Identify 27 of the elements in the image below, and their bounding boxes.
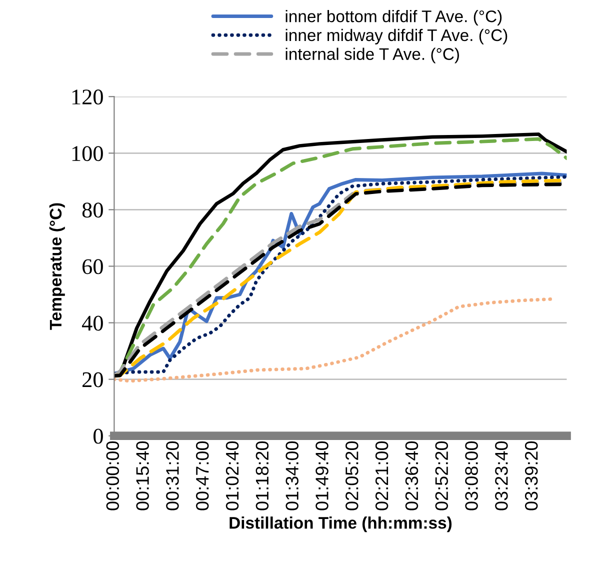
x-tick-label: 00:00:00 [106,441,120,510]
legend-label: inner midway difdif T Ave. (°C) [286,28,508,44]
y-tick-label: 40 [82,316,103,331]
x-tick-label: 02:52:20 [435,441,448,510]
x-tick-label: 01:34:00 [286,441,298,510]
x-tick-label: 01:49:40 [316,441,328,510]
x-tick-label: 00:47:00 [196,441,209,510]
x-tick-label: 00:31:20 [166,441,179,510]
x-tick-label: 01:18:20 [256,441,269,510]
x-axis-title: Distillation Time (hh:mm:ss) [230,516,452,532]
x-tick-label: 03:39:20 [524,441,538,510]
x-tick-label: 02:21:00 [375,441,388,510]
y-tick-label: 20 [82,372,103,388]
y-tick-label: 100 [72,146,103,162]
y-tick-label: 80 [82,202,103,218]
x-tick-label: 02:05:20 [346,441,358,510]
x-tick-label: 03:23:40 [495,441,508,510]
y-tick-label: 0 [94,428,103,444]
y-tick-label: 60 [82,259,103,274]
x-tick-label: 02:36:40 [405,441,418,510]
x-tick-label: 03:08:00 [465,441,478,510]
legend-label: internal side T Ave. (°C) [286,48,459,64]
y-tick-label: 120 [72,90,103,105]
x-tick-label: 01:02:40 [226,441,239,510]
x-tick-label: 00:15:40 [136,441,149,510]
y-axis-title: Temperatue (°C) [49,203,65,330]
legend-label: inner bottom difdif T Ave. (°C) [286,10,502,26]
